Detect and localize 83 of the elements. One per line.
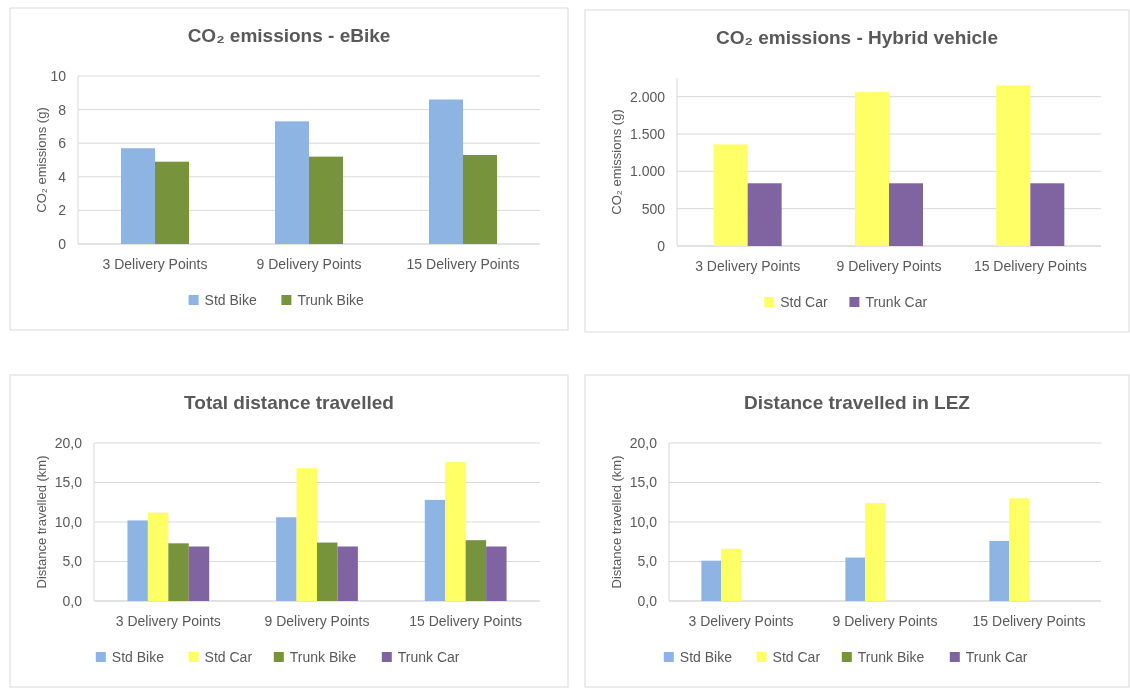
y-tick-label: 5,0 <box>637 553 658 570</box>
y-tick-label: 1.500 <box>629 125 666 142</box>
y-tick-label: 10,0 <box>629 513 658 530</box>
bar <box>127 520 148 601</box>
bar <box>121 148 155 244</box>
bar <box>463 154 497 244</box>
bar <box>713 144 748 246</box>
x-tick-label: 15 Delivery Points <box>406 256 520 272</box>
bar <box>276 517 297 601</box>
y-tick-label: 10,0 <box>54 513 83 530</box>
y-axis-title: Distance travelled (km) <box>609 455 624 589</box>
y-axis-title: Distance travelled (km) <box>34 455 49 589</box>
x-tick-label: 9 Delivery Points <box>832 613 938 629</box>
x-tick-label: 9 Delivery Points <box>256 256 362 272</box>
legend-label: Trunk Car <box>397 648 460 665</box>
bar <box>445 461 466 601</box>
y-tick-label: 0 <box>58 235 67 252</box>
legend-label: Std Car <box>772 648 821 665</box>
bar <box>701 560 722 601</box>
bar <box>465 540 487 601</box>
x-tick-label: 9 Delivery Points <box>836 258 942 274</box>
bar <box>337 546 358 601</box>
bar <box>855 92 889 246</box>
x-tick-label: 3 Delivery Points <box>115 613 221 629</box>
chart-title: CO₂ emissions - Hybrid vehicle <box>716 27 998 48</box>
y-tick-label: 500 <box>641 200 666 217</box>
chart-title: CO₂ emissions - eBike <box>187 25 391 46</box>
bar <box>168 543 189 601</box>
legend-label: Trunk Car <box>965 648 1028 665</box>
x-tick-label: 3 Delivery Points <box>102 256 208 272</box>
y-tick-label: 20,0 <box>54 434 83 451</box>
y-tick-label: 1.000 <box>629 163 666 180</box>
y-axis-title: CO₂ emissions (g) <box>34 107 49 213</box>
x-tick-label: 15 Delivery Points <box>409 613 523 629</box>
bar <box>155 161 189 244</box>
legend-label: Trunk Bike <box>297 291 364 308</box>
bar <box>721 548 741 601</box>
legend-label: Std Bike <box>204 291 257 308</box>
legend-label: Std Car <box>780 293 828 310</box>
x-tick-label: 15 Delivery Points <box>972 613 1086 629</box>
bar <box>865 503 885 601</box>
y-tick-label: 0,0 <box>62 592 83 609</box>
legend-label: Trunk Bike <box>857 648 925 665</box>
bar <box>424 499 446 601</box>
bar <box>889 183 923 246</box>
bar <box>275 121 309 244</box>
y-tick-label: 5,0 <box>62 553 83 570</box>
bar <box>429 99 463 244</box>
chart-title: Total distance travelled <box>184 392 394 413</box>
bar <box>147 512 169 601</box>
y-axis-title: CO₂ emissions (g) <box>609 109 624 215</box>
y-tick-label: 2.000 <box>629 88 666 105</box>
legend-label: Std Bike <box>679 648 733 665</box>
x-tick-label: 3 Delivery Points <box>688 613 794 629</box>
legend-label: Trunk Car <box>865 293 928 310</box>
bar <box>1030 183 1065 246</box>
bar <box>845 557 866 601</box>
y-tick-label: 0,0 <box>637 592 658 609</box>
legend-label: Trunk Bike <box>289 648 357 665</box>
bar <box>317 542 338 601</box>
x-tick-label: 15 Delivery Points <box>973 258 1087 274</box>
y-tick-label: 15,0 <box>54 474 83 491</box>
x-tick-label: 3 Delivery Points <box>695 258 801 274</box>
y-tick-label: 2 <box>58 202 67 219</box>
bar <box>188 546 210 601</box>
bar <box>747 183 782 246</box>
legend-label: Std Bike <box>111 648 165 665</box>
bar <box>296 468 317 601</box>
y-tick-label: 10 <box>50 67 67 84</box>
y-tick-label: 6 <box>58 135 67 152</box>
bar <box>309 156 343 244</box>
y-tick-label: 8 <box>58 101 67 118</box>
legend-label: Std Car <box>204 648 253 665</box>
bar <box>1009 498 1029 601</box>
y-tick-label: 0 <box>657 237 666 254</box>
y-tick-label: 20,0 <box>629 434 658 451</box>
y-tick-label: 4 <box>58 168 67 185</box>
x-tick-label: 9 Delivery Points <box>264 613 370 629</box>
y-tick-label: 15,0 <box>629 474 658 491</box>
bar <box>486 546 507 601</box>
bar <box>996 85 1031 246</box>
bar <box>989 540 1010 601</box>
chart-title: Distance travelled in LEZ <box>744 392 971 413</box>
